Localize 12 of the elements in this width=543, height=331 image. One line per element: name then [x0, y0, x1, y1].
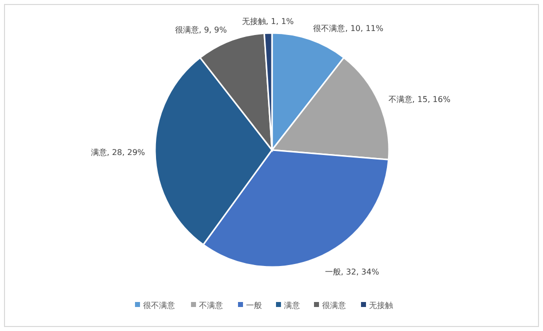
data-label: 很不满意, 10, 11%: [313, 24, 384, 33]
legend-label: 很不满意: [143, 301, 175, 310]
legend-label: 很满意: [322, 301, 346, 310]
legend-label: 无接触: [369, 301, 393, 310]
data-label: 不满意, 15, 16%: [388, 94, 451, 104]
data-label: 无接触, 1, 1%: [242, 17, 294, 26]
legend-label: 不满意: [199, 301, 223, 310]
data-label: 一般, 32, 34%: [324, 267, 380, 276]
legend-label: 满意: [284, 301, 300, 310]
legend-label: 一般: [246, 301, 262, 310]
data-label: 满意, 28, 29%: [90, 148, 146, 158]
data-label: 很满意, 9, 9%: [174, 25, 228, 34]
